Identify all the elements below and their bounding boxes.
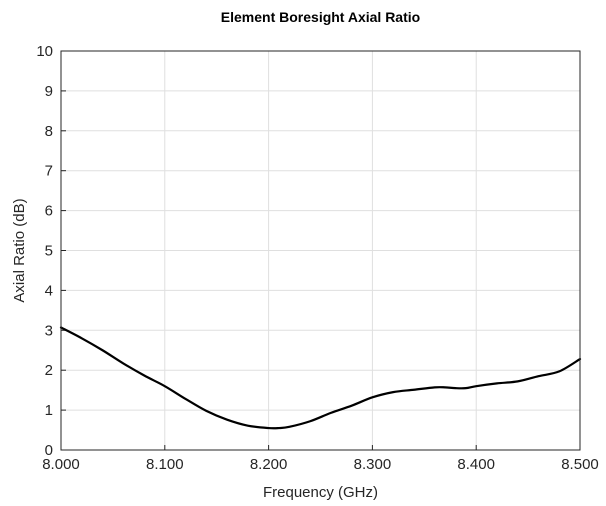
series-layer (59, 326, 582, 430)
y-tick-label-1: 1 (45, 402, 53, 419)
chart-title: Element Boresight Axial Ratio (221, 9, 420, 25)
y-tick-labels: 0 1 2 3 4 5 6 7 8 9 10 (36, 43, 53, 459)
x-tick-label-3: 8.300 (354, 456, 392, 473)
plot-frame (60, 50, 581, 451)
y-tick-label-8: 8 (45, 123, 53, 140)
x-tick-labels: 8.000 8.100 8.200 8.300 8.400 8.500 (42, 456, 599, 473)
x-tick-label-5: 8.500 (561, 456, 599, 473)
y-tick-label-10: 10 (36, 43, 53, 60)
y-tick-label-2: 2 (45, 362, 53, 379)
y-tick-label-4: 4 (45, 282, 53, 299)
x-tick-label-1: 8.100 (146, 456, 184, 473)
x-tick-label-4: 8.400 (457, 456, 495, 473)
x-tick-label-0: 8.000 (42, 456, 80, 473)
y-tick-label-6: 6 (45, 203, 53, 220)
y-tick-label-0: 0 (45, 442, 53, 459)
grid (60, 50, 581, 451)
y-tick-label-7: 7 (45, 163, 53, 180)
axial-ratio-line (59, 326, 582, 430)
y-axis-label: Axial Ratio (dB) (11, 198, 28, 302)
y-tick-label-3: 3 (45, 322, 53, 339)
y-tick-label-9: 9 (45, 83, 53, 100)
y-tick-label-5: 5 (45, 243, 53, 260)
x-tick-label-2: 8.200 (250, 456, 288, 473)
x-axis-label: Frequency (GHz) (263, 484, 378, 501)
